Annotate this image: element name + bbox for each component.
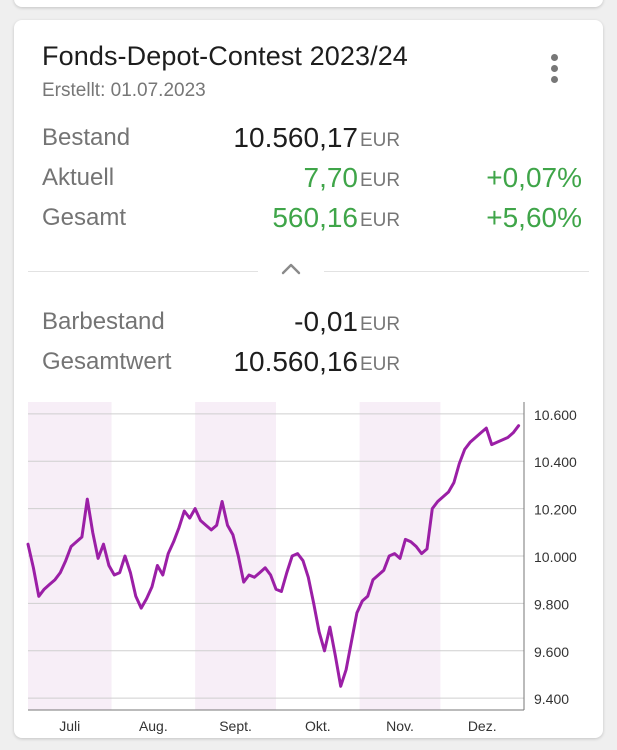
summary-row-aktuell: Aktuell 7,70 EUR +0,07%: [42, 162, 582, 196]
summary-percent: +5,60%: [486, 202, 582, 233]
summary-value: 560,16: [272, 202, 358, 233]
summary-label: Bestand: [42, 124, 131, 151]
created-date: Erstellt: 01.07.2023: [42, 80, 206, 101]
x-tick-label: Okt.: [305, 718, 331, 734]
chevron-up-icon: [281, 263, 301, 275]
y-tick-label: 10.600: [534, 407, 577, 423]
x-tick-label: Nov.: [386, 718, 414, 734]
previous-card: [14, 0, 603, 7]
detail-label: Gesamtwert: [42, 348, 172, 375]
summary-unit: EUR: [360, 210, 401, 231]
portfolio-card[interactable]: Fonds-Depot-Contest 2023/24 Erstellt: 01…: [14, 20, 603, 738]
detail-value: -0,01: [294, 306, 358, 337]
more-vert-icon[interactable]: [544, 52, 566, 86]
summary-unit: EUR: [360, 130, 401, 151]
x-tick-label: Juli: [59, 718, 80, 734]
detail-label: Barbestand: [42, 308, 165, 335]
detail-row-gesamtwert: Gesamtwert 10.560,16 EUR: [42, 346, 582, 380]
summary-row-gesamt: Gesamt 560,16 EUR +5,60%: [42, 202, 582, 236]
summary-value: 7,70: [303, 162, 359, 193]
y-tick-label: 9.400: [534, 691, 569, 707]
value-history-chart[interactable]: 9.400 9.600 9.800 10.000 10.200 10.400 10.600 J…: [14, 392, 603, 738]
summary-unit: EUR: [360, 170, 401, 191]
menu-dot: [551, 54, 558, 61]
summary-label: Gesamt: [42, 204, 127, 231]
detail-value: 10.560,16: [233, 346, 358, 377]
summary-label: Aktuell: [42, 164, 115, 191]
summary-row-bestand: Bestand 10.560,17 EUR: [42, 122, 582, 156]
y-tick-label: 9.600: [534, 644, 569, 660]
y-tick-label: 10.400: [534, 454, 577, 470]
y-tick-label: 10.000: [534, 549, 577, 565]
detail-unit: EUR: [360, 314, 401, 335]
menu-dot: [551, 76, 558, 83]
card-title: Fonds-Depot-Contest 2023/24: [42, 41, 408, 71]
y-tick-label: 10.200: [534, 502, 577, 518]
summary-value: 10.560,17: [233, 122, 358, 153]
menu-dot: [551, 65, 558, 72]
detail-unit: EUR: [360, 354, 401, 375]
y-tick-label: 9.800: [534, 596, 569, 612]
series-line: [26, 424, 521, 688]
collapse-toggle[interactable]: [258, 256, 324, 286]
detail-row-barbestand: Barbestand -0,01 EUR: [42, 306, 582, 340]
x-tick-label: Dez.: [468, 718, 497, 734]
x-tick-label: Aug.: [139, 718, 168, 734]
summary-percent: +0,07%: [486, 162, 582, 193]
x-tick-label: Sept.: [219, 718, 252, 734]
